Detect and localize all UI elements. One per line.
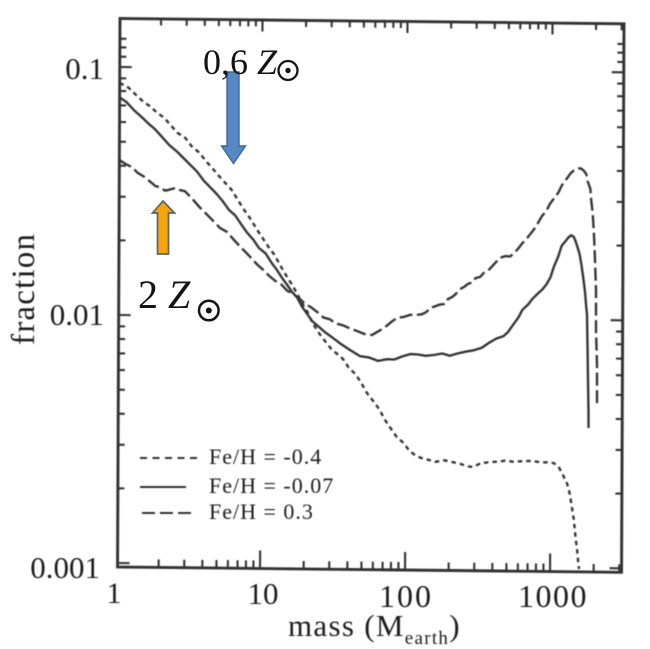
svg-text:Fe/H = 0.3: Fe/H = 0.3 (209, 499, 314, 524)
svg-text:0.01: 0.01 (50, 297, 104, 332)
svg-text:0,6 Z: 0,6 Z (203, 42, 278, 82)
svg-text:1000: 1000 (518, 578, 588, 614)
svg-text:0.1: 0.1 (65, 51, 104, 86)
svg-text:fraction: fraction (6, 233, 42, 345)
svg-text:mass (Mearth): mass (Mearth) (288, 608, 461, 649)
svg-text:Fe/H = -0.4: Fe/H = -0.4 (209, 444, 322, 469)
svg-text:2 Z: 2 Z (138, 272, 191, 317)
svg-text:100: 100 (379, 578, 433, 614)
svg-text:0.001: 0.001 (30, 550, 100, 585)
svg-text:1: 1 (107, 577, 122, 610)
svg-text:10: 10 (248, 576, 279, 611)
svg-text:Fe/H = -0.07: Fe/H = -0.07 (209, 473, 334, 498)
